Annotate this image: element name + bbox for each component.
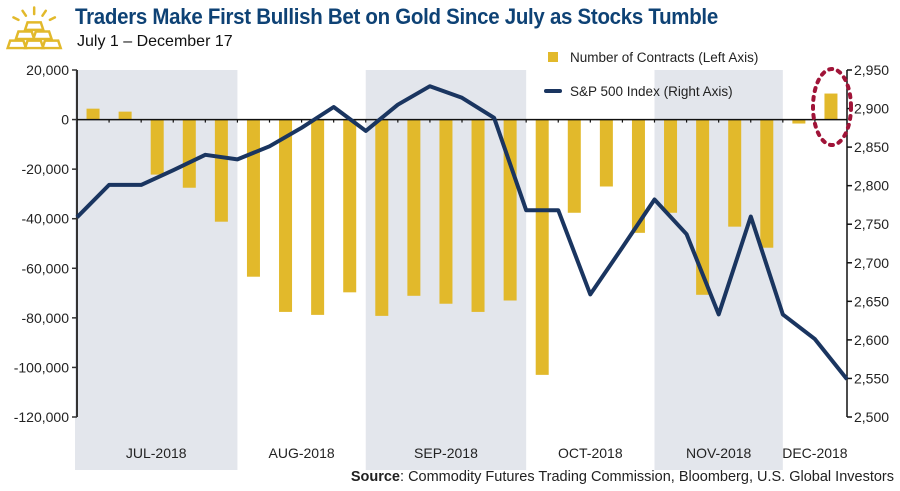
month-label: NOV-2018 xyxy=(686,445,752,461)
source-note: Source: Commodity Futures Trading Commis… xyxy=(351,469,894,485)
contracts-bar xyxy=(214,119,228,222)
left-tick-label: 0 xyxy=(61,112,69,128)
contracts-bar xyxy=(792,119,806,124)
contracts-bar xyxy=(343,119,357,293)
contracts-bar xyxy=(279,119,293,312)
contracts-bar xyxy=(246,119,260,277)
contracts-bar xyxy=(150,119,164,175)
contracts-bar xyxy=(824,93,838,120)
right-tick-label: 2,950 xyxy=(854,62,889,78)
right-tick-label: 2,500 xyxy=(854,409,889,425)
chart-title: Traders Make First Bullish Bet on Gold S… xyxy=(75,4,718,29)
source-label: Source xyxy=(350,469,401,485)
left-tick-label: -100,000 xyxy=(14,359,69,375)
contracts-bar xyxy=(375,119,389,316)
month-label: DEC-2018 xyxy=(782,445,848,461)
contracts-bar xyxy=(118,111,132,120)
right-tick-label: 2,600 xyxy=(854,332,889,348)
contracts-bar xyxy=(728,119,742,227)
contracts-bar xyxy=(535,119,549,375)
month-label: JUL-2018 xyxy=(126,445,187,461)
right-tick-label: 2,700 xyxy=(854,255,889,271)
highlight-ellipse xyxy=(811,67,853,147)
left-tick-label: -40,000 xyxy=(22,211,70,227)
legend-label-sp500: S&P 500 Index (Right Axis) xyxy=(570,84,733,99)
gold-bars-icon xyxy=(6,6,63,50)
right-tick-label: 2,750 xyxy=(854,216,889,232)
source-text: : Commodity Futures Trading Commission, … xyxy=(400,469,894,485)
right-tick-label: 2,650 xyxy=(854,293,889,309)
contracts-bar xyxy=(182,119,196,188)
contracts-bar xyxy=(503,119,517,301)
contracts-bar xyxy=(599,119,613,187)
month-label: OCT-2018 xyxy=(558,445,623,461)
contracts-bar xyxy=(439,119,453,304)
contracts-bar xyxy=(631,119,645,233)
contracts-bar xyxy=(664,119,678,213)
left-tick-label: 20,000 xyxy=(26,62,69,78)
right-tick-label: 2,800 xyxy=(854,178,889,194)
legend: Number of Contracts (Left Axis) S&P 500 … xyxy=(544,50,758,99)
sp500-line xyxy=(75,84,849,381)
left-tick-label: -80,000 xyxy=(22,310,70,326)
contracts-bar xyxy=(311,119,325,315)
contracts-bar xyxy=(567,119,581,213)
right-tick-label: 2,550 xyxy=(854,370,889,386)
contracts-bar xyxy=(760,119,774,248)
contracts-bar xyxy=(696,119,710,295)
contracts-bar xyxy=(86,108,100,120)
right-tick-label: 2,900 xyxy=(854,101,889,117)
month-label: SEP-2018 xyxy=(414,445,478,461)
chart-subtitle: July 1 – December 17 xyxy=(77,33,233,50)
legend-label-contracts: Number of Contracts (Left Axis) xyxy=(570,50,758,65)
left-tick-label: -60,000 xyxy=(22,260,70,276)
contracts-bar xyxy=(407,119,421,296)
left-tick-label: -120,000 xyxy=(14,409,69,425)
left-tick-label: -20,000 xyxy=(22,161,70,177)
legend-swatch-contracts xyxy=(548,52,558,62)
month-label: AUG-2018 xyxy=(269,445,335,461)
right-tick-label: 2,850 xyxy=(854,139,889,155)
contracts-bar xyxy=(471,119,485,312)
